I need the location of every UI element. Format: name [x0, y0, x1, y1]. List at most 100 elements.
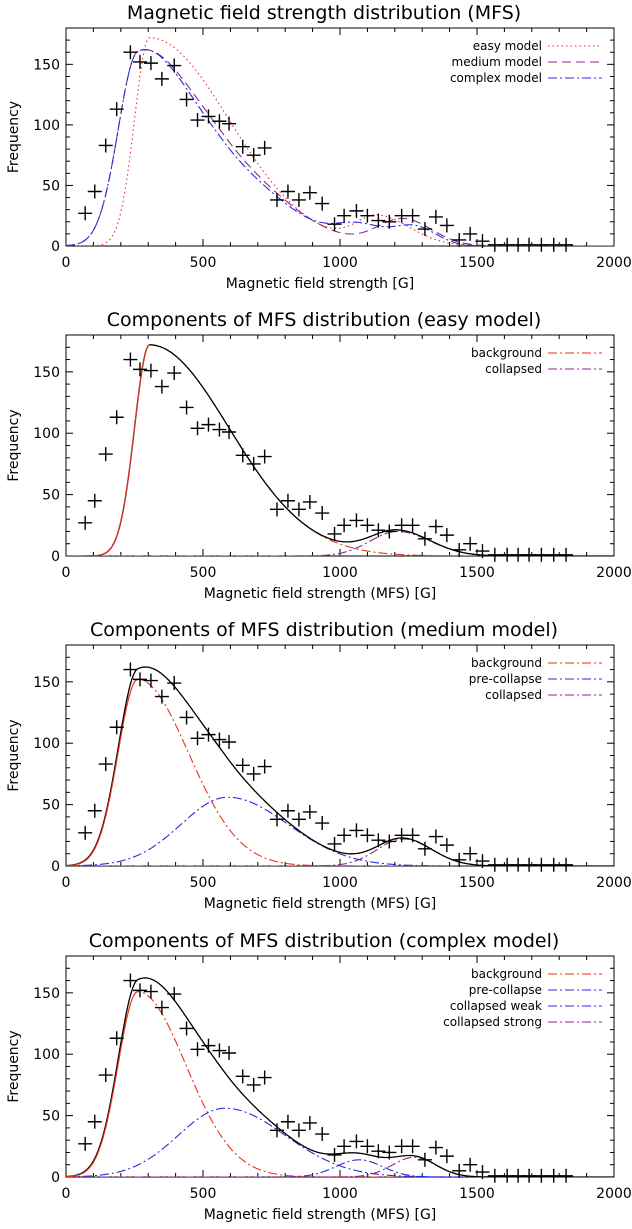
y-axis-label: Frequency: [6, 719, 22, 791]
histogram-point: [98, 447, 113, 462]
histogram-point: [78, 1136, 93, 1151]
histogram-point: [222, 1045, 237, 1060]
histogram-point: [190, 421, 205, 436]
histogram-point: [167, 676, 182, 691]
legend-label: collapsed weak: [450, 999, 542, 1013]
histogram-point: [534, 857, 549, 872]
histogram-point: [349, 1134, 364, 1149]
histogram-point: [246, 766, 261, 781]
x-tick-label: 1000: [322, 875, 358, 891]
x-axis-label: Magnetic field strength (MFS) [G]: [204, 1207, 437, 1223]
histogram-point: [109, 720, 124, 735]
y-tick-label: 50: [42, 1109, 60, 1125]
histogram-point: [337, 518, 352, 533]
legend-label: collapsed: [485, 688, 542, 702]
histogram-point: [315, 506, 330, 521]
histogram-point: [87, 493, 102, 508]
histogram-point: [269, 812, 284, 827]
histogram-point: [246, 1077, 261, 1092]
histogram-point: [143, 673, 158, 688]
histogram-point: [559, 237, 574, 252]
y-tick-label: 0: [51, 1170, 60, 1186]
histogram-point: [463, 1157, 478, 1172]
histogram-point: [212, 1043, 227, 1058]
y-tick-label: 100: [33, 118, 60, 134]
legend-label: pre-collapse: [469, 983, 542, 997]
histogram-point: [280, 1114, 295, 1129]
curves: [66, 37, 614, 246]
histogram-point: [235, 139, 250, 154]
histogram-point: [487, 857, 502, 872]
histogram-point: [360, 518, 375, 533]
histogram-point: [315, 816, 330, 831]
x-tick-label: 0: [62, 255, 71, 271]
y-tick-label: 0: [51, 239, 60, 255]
histogram-point: [280, 184, 295, 199]
histogram-point: [257, 449, 272, 464]
histogram-point: [475, 854, 490, 869]
y-axis-label: Frequency: [6, 101, 22, 173]
legend: background pre-collapse collapsed: [469, 656, 602, 702]
histogram-point: [487, 1168, 502, 1183]
x-tick-label: 1500: [459, 255, 495, 271]
histogram-point: [546, 857, 561, 872]
histogram-point: [405, 1139, 420, 1154]
series-line-collapsed-weak: [66, 1159, 614, 1177]
histogram-point: [534, 1168, 549, 1183]
histogram-point: [154, 689, 169, 704]
histogram-point: [463, 536, 478, 551]
histogram-point: [327, 526, 342, 541]
histogram-point: [522, 237, 537, 252]
histogram-point: [315, 196, 330, 211]
chart-title: Components of MFS distribution (medium m…: [90, 619, 558, 641]
histogram-point: [382, 524, 397, 539]
histogram-point: [337, 208, 352, 223]
histogram-point: [360, 208, 375, 223]
histogram-point: [382, 1145, 397, 1160]
x-tick-label: 500: [190, 255, 217, 271]
y-tick-label: 50: [42, 178, 60, 194]
histogram-point: [559, 1168, 574, 1183]
histogram-point: [257, 140, 272, 155]
x-tick-label: 0: [62, 1186, 71, 1202]
histogram-point: [463, 846, 478, 861]
y-tick-label: 150: [33, 57, 60, 73]
curves: [66, 666, 614, 866]
histogram-point: [154, 71, 169, 86]
histogram-point: [428, 519, 443, 534]
background-rise-line: [66, 678, 138, 866]
histogram-point: [269, 192, 284, 207]
histogram-point: [78, 206, 93, 221]
histogram-point: [337, 1139, 352, 1154]
histogram-point: [291, 812, 306, 827]
x-tick-label: 500: [190, 1186, 217, 1202]
x-tick-label: 500: [190, 565, 217, 581]
legend-label: easy model: [473, 39, 542, 53]
histogram-point: [463, 226, 478, 241]
series-line-background: [66, 344, 614, 556]
curves: [66, 344, 614, 556]
histogram-point: [132, 54, 147, 69]
histogram-point: [349, 203, 364, 218]
histogram-point: [246, 456, 261, 471]
histogram-point: [371, 523, 386, 538]
x-tick-label: 1000: [322, 255, 358, 271]
series-line-complex-model: [66, 49, 614, 246]
x-tick-label: 0: [62, 875, 71, 891]
chart-title: Components of MFS distribution (easy mod…: [107, 309, 542, 331]
legend-label: background: [471, 656, 542, 670]
histogram-point: [212, 114, 227, 129]
histogram-point: [475, 234, 490, 249]
histogram-point: [534, 547, 549, 562]
histogram-point: [315, 1127, 330, 1142]
histogram-point: [154, 379, 169, 394]
histogram-point: [439, 528, 454, 543]
x-axis-label: Magnetic field strength (MFS) [G]: [204, 586, 437, 602]
histogram-point: [360, 1139, 375, 1154]
legend-label: collapsed: [485, 362, 542, 376]
histogram-point: [327, 1147, 342, 1162]
series-line-easy-model: [66, 37, 614, 246]
histogram-point: [559, 547, 574, 562]
histogram-point: [201, 727, 216, 742]
histogram-point: [143, 363, 158, 378]
